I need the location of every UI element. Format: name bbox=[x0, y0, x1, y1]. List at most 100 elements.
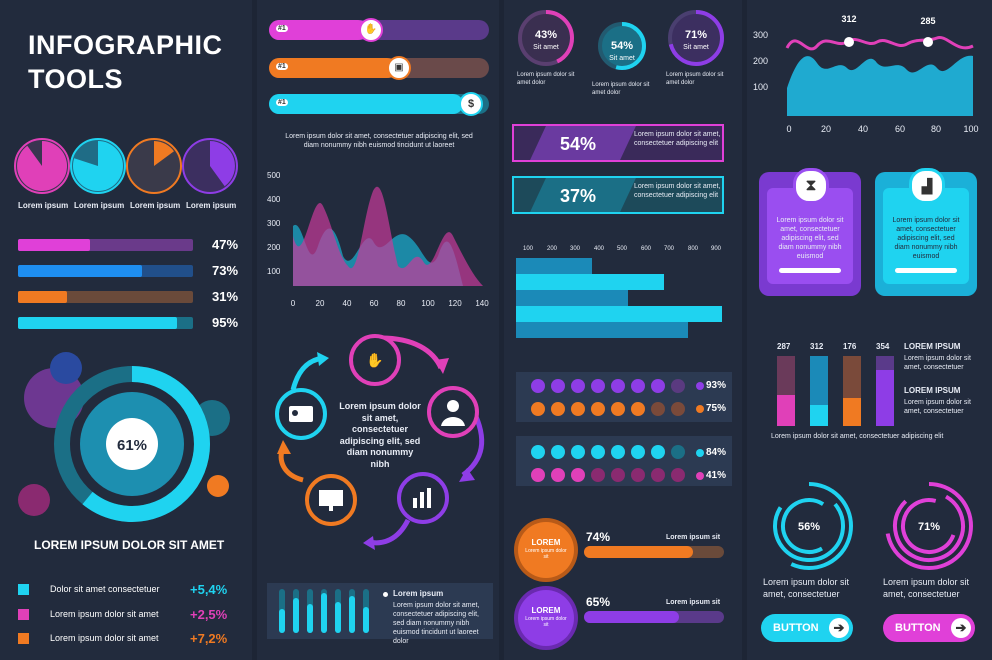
person-node bbox=[427, 386, 479, 438]
legend-value-1: +5,4% bbox=[190, 582, 228, 597]
mini-bar-4 bbox=[321, 589, 327, 633]
progress-tag-1: #1 bbox=[276, 25, 288, 32]
circle-label-2: Sit amet bbox=[609, 55, 635, 62]
progress-track-1: #1 ✋ bbox=[269, 18, 489, 42]
dot-value-2: 75% bbox=[706, 403, 727, 414]
bar-value-4: 95% bbox=[212, 315, 239, 330]
line-x-20: 20 bbox=[821, 124, 831, 134]
line-x-40: 40 bbox=[858, 124, 868, 134]
pie-3 bbox=[126, 138, 182, 194]
mini-bar-fill-4 bbox=[321, 593, 327, 633]
badge-1-caption: Lorem ipsum sit bbox=[666, 534, 721, 541]
progress-fill-1 bbox=[269, 20, 368, 40]
column-1: INFOGRAPHIC TOOLS Lorem ipsum Lorem ipsu… bbox=[0, 0, 252, 660]
arrow-right-icon: ➔ bbox=[829, 618, 849, 638]
bar-fill-1 bbox=[18, 239, 90, 251]
stack-label-text-2: Lorem ipsum dolor sit amet, consectetuer bbox=[904, 399, 971, 415]
mini-bar-fill-6 bbox=[349, 595, 355, 633]
stack-value-3: 176 bbox=[843, 342, 857, 351]
col1-heading: LOREM IPSUM DOLOR SIT AMET bbox=[34, 538, 225, 552]
donut-chart: 61% bbox=[18, 352, 230, 522]
hbar-2 bbox=[516, 274, 664, 290]
mini-bar-fill-5 bbox=[335, 602, 341, 633]
bar-track-3 bbox=[18, 291, 193, 303]
badge-2-caption: Lorem ipsum sit bbox=[666, 599, 721, 606]
dot-legend-orange bbox=[696, 405, 704, 413]
y-tick-500: 500 bbox=[267, 171, 281, 180]
legend-label-3: Lorem ipsum dolor sit amet bbox=[50, 633, 159, 643]
line-x-60: 60 bbox=[895, 124, 905, 134]
badge-2-label: LOREM bbox=[531, 606, 561, 615]
peak-label-1: 312 bbox=[841, 14, 856, 24]
y-tick-100: 100 bbox=[267, 267, 281, 276]
bar-track-1 bbox=[18, 239, 193, 251]
hand-coin-node: ✋ bbox=[349, 334, 401, 386]
x-tick-0: 0 bbox=[291, 299, 296, 308]
card-cyan-bar bbox=[895, 268, 957, 273]
card-purple-text: Lorem ipsum dolor sit amet, consectetuer… bbox=[776, 217, 844, 260]
dot-value-3: 84% bbox=[706, 447, 727, 458]
mini-bar-7 bbox=[363, 589, 369, 633]
monitor-node bbox=[305, 474, 357, 526]
stack-caption: Lorem ipsum dolor sit amet, consectetuer… bbox=[771, 433, 944, 440]
cycle-text: Lorem ipsum dolor sit amet, consectetuer… bbox=[339, 401, 421, 469]
circle-stats: 43% Sit amet 54% Sit amet 71% Sit amet bbox=[518, 10, 724, 70]
title-line-2: TOOLS bbox=[28, 64, 124, 94]
bubble-blue bbox=[50, 352, 82, 384]
hbar-tick-600: 600 bbox=[641, 246, 652, 252]
bar-fill-4 bbox=[18, 317, 178, 329]
hbar-tick-200: 200 bbox=[547, 246, 558, 252]
badge-1-sub: Lorem ipsum dolor sit bbox=[525, 548, 567, 560]
progress-tag-2: #1 bbox=[276, 63, 288, 70]
dot-value-1: 93% bbox=[706, 380, 727, 391]
button-pink[interactable]: BUTTON ➔ bbox=[883, 614, 975, 642]
hbar-tick-700: 700 bbox=[664, 246, 675, 252]
dot-legend-cyan bbox=[696, 449, 704, 457]
legend-value-2: +2,5% bbox=[190, 607, 228, 622]
line-pink bbox=[785, 36, 974, 51]
stat-box-1-text: Lorem ipsum dolor sit amet, consectetuer… bbox=[634, 131, 721, 147]
column-3: 43% Sit amet 54% Sit amet 71% Sit amet L… bbox=[504, 0, 742, 660]
svg-text:✋: ✋ bbox=[366, 352, 383, 368]
peak-label-2: 285 bbox=[920, 16, 935, 26]
page-title: INFOGRAPHIC TOOLS bbox=[28, 28, 223, 96]
circle-value-3: 71% bbox=[685, 29, 707, 41]
hbar-tick-100: 100 bbox=[523, 246, 534, 252]
bottom-text: Lorem ipsum dolor sit amet, consectetuer… bbox=[393, 602, 480, 645]
donut-value: 61% bbox=[117, 437, 147, 454]
progress-text: Lorem ipsum dolor sit amet, consectetuer… bbox=[285, 133, 473, 149]
progress-track-3: #1 $ bbox=[269, 92, 489, 116]
hbar-4 bbox=[516, 306, 722, 322]
bottom-title: Lorem ipsum bbox=[393, 589, 444, 598]
bar-track-4 bbox=[18, 317, 193, 329]
card-cyan: ▟ Lorem ipsum dolor sit amet, consectetu… bbox=[875, 168, 977, 296]
line-y-axis: 300 200 100 bbox=[753, 30, 768, 92]
legend-swatch-cyan bbox=[18, 584, 29, 595]
stat-box-2: 37% Lorem ipsum dolor sit amet, consecte… bbox=[512, 176, 724, 214]
circle-label-3: Sit amet bbox=[683, 44, 709, 51]
circle-caption-1: Lorem ipsum dolor sit amet dolor bbox=[517, 72, 575, 86]
hbar-tick-800: 800 bbox=[688, 246, 699, 252]
line-y-100: 100 bbox=[753, 82, 768, 92]
x-tick-40: 40 bbox=[343, 299, 352, 308]
column-2: #1 ✋ #1 ▣ #1 $ Lorem ipsum dolor sit ame… bbox=[257, 0, 499, 660]
circle-label-1: Sit amet bbox=[533, 44, 559, 51]
badge-1-bar-fill bbox=[584, 546, 694, 558]
stat-box-2-text: Lorem ipsum dolor sit amet, consectetuer… bbox=[634, 183, 721, 199]
dot-panel-2: 84% 41% bbox=[516, 436, 732, 486]
stack-label-title-2: LOREM IPSUM bbox=[904, 386, 961, 395]
badge-1: LOREM Lorem ipsum dolor sit bbox=[518, 522, 574, 578]
line-y-200: 200 bbox=[753, 56, 768, 66]
legend-value-3: +7,2% bbox=[190, 631, 228, 646]
x-tick-60: 60 bbox=[370, 299, 379, 308]
area-y-axis: 500 400 300 200 100 bbox=[267, 171, 281, 276]
progress-track-2: #1 ▣ bbox=[269, 56, 489, 80]
badge-2-value: 65% bbox=[586, 595, 611, 609]
line-x-80: 80 bbox=[931, 124, 941, 134]
button-pink-label: BUTTON bbox=[895, 622, 941, 634]
dot-legend-pink bbox=[696, 472, 704, 480]
button-cyan[interactable]: BUTTON ➔ bbox=[761, 614, 853, 642]
hbar-3 bbox=[516, 290, 628, 306]
dot-value-4: 41% bbox=[706, 470, 727, 481]
pie-label-2: Lorem ipsum bbox=[74, 201, 125, 210]
